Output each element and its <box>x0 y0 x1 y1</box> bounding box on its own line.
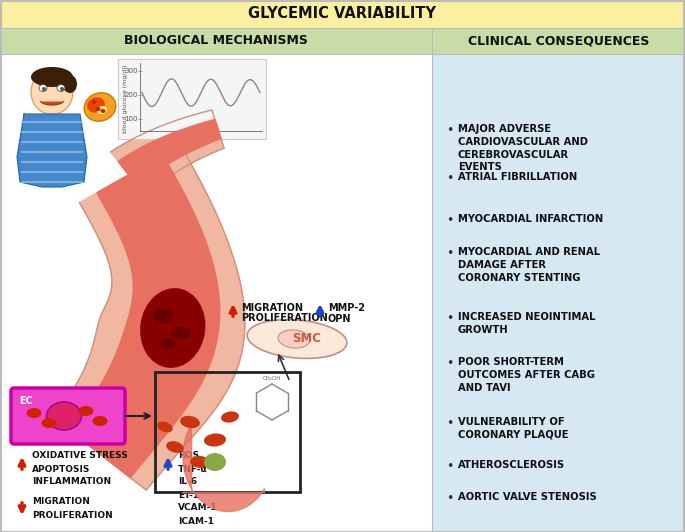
Text: INFLAMMATION: INFLAMMATION <box>32 478 111 486</box>
FancyBboxPatch shape <box>0 54 432 532</box>
Text: IL-6: IL-6 <box>178 478 197 486</box>
Text: AORTIC VALVE STENOSIS: AORTIC VALVE STENOSIS <box>458 492 597 502</box>
Text: PROLIFERATION: PROLIFERATION <box>32 511 113 520</box>
Text: GLYCEMIC VARIABILITY: GLYCEMIC VARIABILITY <box>249 6 436 21</box>
Ellipse shape <box>84 93 116 121</box>
Text: MIGRATION: MIGRATION <box>241 303 303 313</box>
Ellipse shape <box>278 330 310 348</box>
Text: •: • <box>446 417 453 430</box>
Ellipse shape <box>42 418 56 428</box>
Ellipse shape <box>47 402 82 430</box>
Ellipse shape <box>221 411 239 422</box>
Ellipse shape <box>153 309 173 323</box>
Text: •: • <box>446 312 453 325</box>
Ellipse shape <box>27 408 42 418</box>
FancyBboxPatch shape <box>11 388 125 444</box>
Text: CH₂OH: CH₂OH <box>263 376 281 381</box>
Text: 200: 200 <box>125 92 138 98</box>
FancyBboxPatch shape <box>0 0 685 28</box>
Text: •: • <box>446 247 453 260</box>
Ellipse shape <box>158 421 173 433</box>
Text: BIOLOGICAL MECHANISMS: BIOLOGICAL MECHANISMS <box>124 35 308 47</box>
Text: •: • <box>446 214 453 227</box>
Polygon shape <box>70 155 220 478</box>
Polygon shape <box>111 110 224 196</box>
Ellipse shape <box>39 85 47 92</box>
Ellipse shape <box>166 441 184 453</box>
Ellipse shape <box>247 320 347 359</box>
Polygon shape <box>40 102 64 105</box>
Ellipse shape <box>172 327 190 339</box>
Text: ATRIAL FIBRILLATION: ATRIAL FIBRILLATION <box>458 172 577 182</box>
Polygon shape <box>118 120 221 187</box>
Ellipse shape <box>160 338 175 348</box>
Text: MIGRATION: MIGRATION <box>32 497 90 506</box>
Ellipse shape <box>57 85 65 92</box>
Text: ROS: ROS <box>178 452 199 461</box>
Text: EC: EC <box>19 396 33 406</box>
Ellipse shape <box>92 100 97 104</box>
Text: MAJOR ADVERSE
CARDIOVASCULAR AND
CEREBROVASCULAR
EVENTS: MAJOR ADVERSE CARDIOVASCULAR AND CEREBRO… <box>458 124 588 172</box>
Ellipse shape <box>42 87 46 91</box>
Text: •: • <box>446 172 453 185</box>
Text: POOR SHORT-TERM
OUTCOMES AFTER CABG
AND TAVI: POOR SHORT-TERM OUTCOMES AFTER CABG AND … <box>458 357 595 393</box>
Text: VULNERABILITY OF
CORONARY PLAQUE: VULNERABILITY OF CORONARY PLAQUE <box>458 417 569 440</box>
Text: •: • <box>446 357 453 370</box>
Text: blood glucose (mg/dl): blood glucose (mg/dl) <box>123 65 127 133</box>
Polygon shape <box>17 114 87 187</box>
Text: MMP-2: MMP-2 <box>328 303 365 313</box>
Ellipse shape <box>97 106 107 114</box>
FancyBboxPatch shape <box>0 28 685 54</box>
Ellipse shape <box>31 70 73 114</box>
Text: ATHEROSCLEROSIS: ATHEROSCLEROSIS <box>458 460 565 470</box>
Ellipse shape <box>180 416 200 428</box>
Text: CLINICAL CONSEQUENCES: CLINICAL CONSEQUENCES <box>468 35 649 47</box>
Ellipse shape <box>60 87 64 91</box>
Text: OXIDATIVE STRESS: OXIDATIVE STRESS <box>32 452 127 461</box>
Text: MYOCARDIAL AND RENAL
DAMAGE AFTER
CORONARY STENTING: MYOCARDIAL AND RENAL DAMAGE AFTER CORONA… <box>458 247 600 282</box>
FancyBboxPatch shape <box>432 54 685 532</box>
Text: APOPTOSIS: APOPTOSIS <box>32 464 90 473</box>
Text: PROLIFERATION: PROLIFERATION <box>241 313 327 323</box>
Ellipse shape <box>95 107 101 111</box>
Ellipse shape <box>101 109 105 113</box>
Text: •: • <box>446 492 453 505</box>
FancyBboxPatch shape <box>118 59 266 139</box>
Ellipse shape <box>204 434 226 446</box>
Text: 300: 300 <box>125 68 138 74</box>
Text: VCAM-1: VCAM-1 <box>178 503 218 512</box>
Text: ET-1: ET-1 <box>178 491 199 500</box>
Ellipse shape <box>63 75 77 93</box>
Text: •: • <box>446 124 453 137</box>
Ellipse shape <box>31 67 73 87</box>
Text: •: • <box>446 460 453 473</box>
Ellipse shape <box>140 288 206 368</box>
Text: SMC: SMC <box>292 332 321 345</box>
Text: TNF-α: TNF-α <box>178 464 208 473</box>
Text: 100: 100 <box>125 116 138 122</box>
Ellipse shape <box>79 406 93 416</box>
Ellipse shape <box>190 456 210 468</box>
Text: MYOCARDIAL INFARCTION: MYOCARDIAL INFARCTION <box>458 214 603 224</box>
Polygon shape <box>54 145 245 490</box>
Text: INCREASED NEOINTIMAL
GROWTH: INCREASED NEOINTIMAL GROWTH <box>458 312 595 335</box>
Ellipse shape <box>92 416 108 426</box>
Ellipse shape <box>204 453 226 471</box>
Text: ICAM-1: ICAM-1 <box>178 517 214 526</box>
Ellipse shape <box>87 97 105 113</box>
Text: OPN: OPN <box>328 314 351 324</box>
